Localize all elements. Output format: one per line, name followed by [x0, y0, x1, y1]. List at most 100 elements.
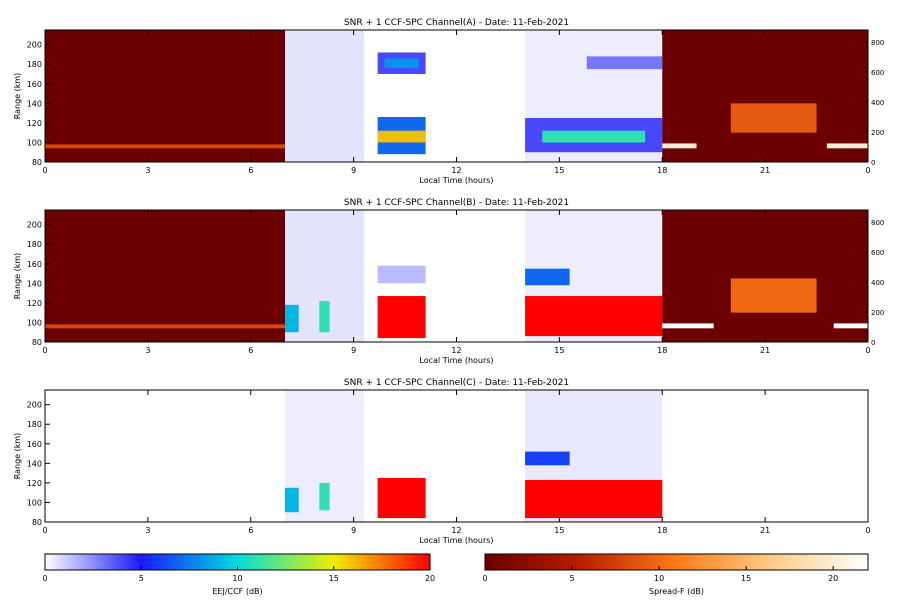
colorbar-tick-label: 15 — [329, 574, 339, 583]
x-tick-label: 12 — [451, 526, 461, 535]
heatmap-block — [384, 58, 419, 69]
colorbar-tick-label: 0 — [42, 574, 47, 583]
y-tick-label: 160 — [27, 80, 42, 89]
heatmap-block — [377, 296, 426, 339]
y-tick-label: 200 — [27, 41, 42, 50]
y2-tick-label: 200 — [871, 309, 884, 317]
x-axis-label: Local Time (hours) — [419, 536, 493, 545]
colorbar-eej: 0 5 10 15 20 EEJ/CCF (dB) — [42, 553, 435, 596]
heatmap-block — [45, 30, 286, 162]
y-tick-label: 200 — [27, 401, 42, 410]
heatmap-block — [826, 143, 868, 149]
x-tick-label: 21 — [760, 526, 770, 535]
heatmap-block — [662, 323, 714, 329]
x-tick-label: 0 — [865, 166, 870, 175]
y-tick-label: 180 — [27, 420, 42, 429]
x-tick-label: 6 — [248, 166, 253, 175]
y2-tick-label: 0 — [871, 339, 875, 347]
x-tick-label: 21 — [760, 346, 770, 355]
colorbar-tick-label: 20 — [828, 574, 838, 583]
x-tick-label: 12 — [451, 166, 461, 175]
y-axis-label: Range (km) — [13, 433, 22, 480]
colorbar-tick-label: 10 — [654, 574, 664, 583]
heatmap-block — [833, 323, 868, 329]
heatmap-block — [285, 30, 364, 162]
y-tick-label: 200 — [27, 221, 42, 230]
panel-title: SNR + 1 CCF-SPC Channel(B) - Date: 11-Fe… — [344, 198, 569, 208]
x-tick-label: 21 — [760, 166, 770, 175]
heatmap-block — [525, 451, 570, 466]
heatmap-block — [662, 143, 697, 149]
x-tick-label: 15 — [554, 346, 564, 355]
y2-tick-label: 800 — [871, 219, 884, 227]
plot-frame — [44, 389, 869, 523]
panel-3: SNR + 1 CCF-SPC Channel(C) - Date: 11-Fe… — [13, 378, 871, 545]
heatmap-block — [45, 144, 286, 149]
y-tick-label: 180 — [27, 240, 42, 249]
colorbar-gradient — [484, 553, 869, 571]
heatmap-block — [319, 482, 330, 511]
x-tick-label: 15 — [554, 166, 564, 175]
y2-tick-label: 400 — [871, 279, 884, 287]
x-tick-label: 3 — [145, 526, 150, 535]
x-tick-label: 3 — [145, 166, 150, 175]
x-tick-label: 0 — [42, 526, 47, 535]
x-tick-label: 18 — [657, 346, 667, 355]
y-tick-label: 80 — [32, 338, 42, 347]
y2-tick-label: 800 — [871, 39, 884, 47]
heatmap-block — [377, 130, 426, 143]
x-tick-label: 0 — [865, 526, 870, 535]
colorbar-tick-label: 15 — [741, 574, 751, 583]
colorbar-spread: 0 5 10 15 20 Spread-F (dB) — [482, 553, 869, 596]
panel-2: SNR + 1 CCF-SPC Channel(B) - Date: 11-Fe… — [13, 198, 884, 365]
x-tick-label: 18 — [657, 166, 667, 175]
x-tick-label: 0 — [42, 166, 47, 175]
x-tick-label: 0 — [42, 346, 47, 355]
heatmap-block — [285, 304, 299, 333]
panel-title: SNR + 1 CCF-SPC Channel(A) - Date: 11-Fe… — [344, 18, 569, 28]
y-axis-label: Range (km) — [13, 253, 22, 300]
y-tick-label: 180 — [27, 60, 42, 69]
y2-tick-label: 200 — [871, 129, 884, 137]
y-tick-label: 160 — [27, 440, 42, 449]
x-tick-label: 6 — [248, 526, 253, 535]
heatmap-block — [45, 324, 286, 329]
heatmap-block — [525, 268, 570, 286]
heatmap-block — [377, 265, 426, 284]
y-tick-label: 80 — [32, 158, 42, 167]
x-axis-label: Local Time (hours) — [419, 356, 493, 365]
y-tick-label: 100 — [27, 138, 42, 147]
x-tick-label: 0 — [865, 346, 870, 355]
colorbar-tick-label: 10 — [232, 574, 242, 583]
colorbar-tick-label: 0 — [482, 574, 487, 583]
x-tick-label: 6 — [248, 346, 253, 355]
heatmap-block — [525, 296, 663, 337]
x-tick-label: 3 — [145, 346, 150, 355]
panel-title: SNR + 1 CCF-SPC Channel(C) - Date: 11-Fe… — [344, 378, 569, 388]
colorbar-label: Spread-F (dB) — [649, 587, 704, 596]
y-tick-label: 100 — [27, 498, 42, 507]
y2-tick-label: 600 — [871, 249, 884, 257]
heatmap-block — [730, 278, 817, 313]
x-axis-label: Local Time (hours) — [419, 176, 493, 185]
colorbar-label: EEJ/CCF (dB) — [212, 587, 262, 596]
heatmap-block — [662, 210, 868, 342]
heatmap-block — [542, 130, 646, 143]
y-tick-label: 120 — [27, 299, 42, 308]
y2-tick-label: 600 — [871, 69, 884, 77]
y-tick-label: 80 — [32, 518, 42, 527]
y-tick-label: 100 — [27, 318, 42, 327]
heatmap-block — [525, 479, 663, 519]
x-tick-label: 9 — [351, 346, 356, 355]
y2-tick-label: 400 — [871, 99, 884, 107]
heatmap-block — [662, 30, 868, 162]
colorbar-tick-label: 5 — [569, 574, 574, 583]
heatmap-block — [730, 103, 817, 133]
y-tick-label: 140 — [27, 279, 42, 288]
heatmap-block — [586, 56, 663, 70]
heatmap-block — [285, 487, 299, 513]
x-tick-label: 15 — [554, 526, 564, 535]
y-tick-label: 160 — [27, 260, 42, 269]
heatmap-block — [377, 478, 426, 519]
